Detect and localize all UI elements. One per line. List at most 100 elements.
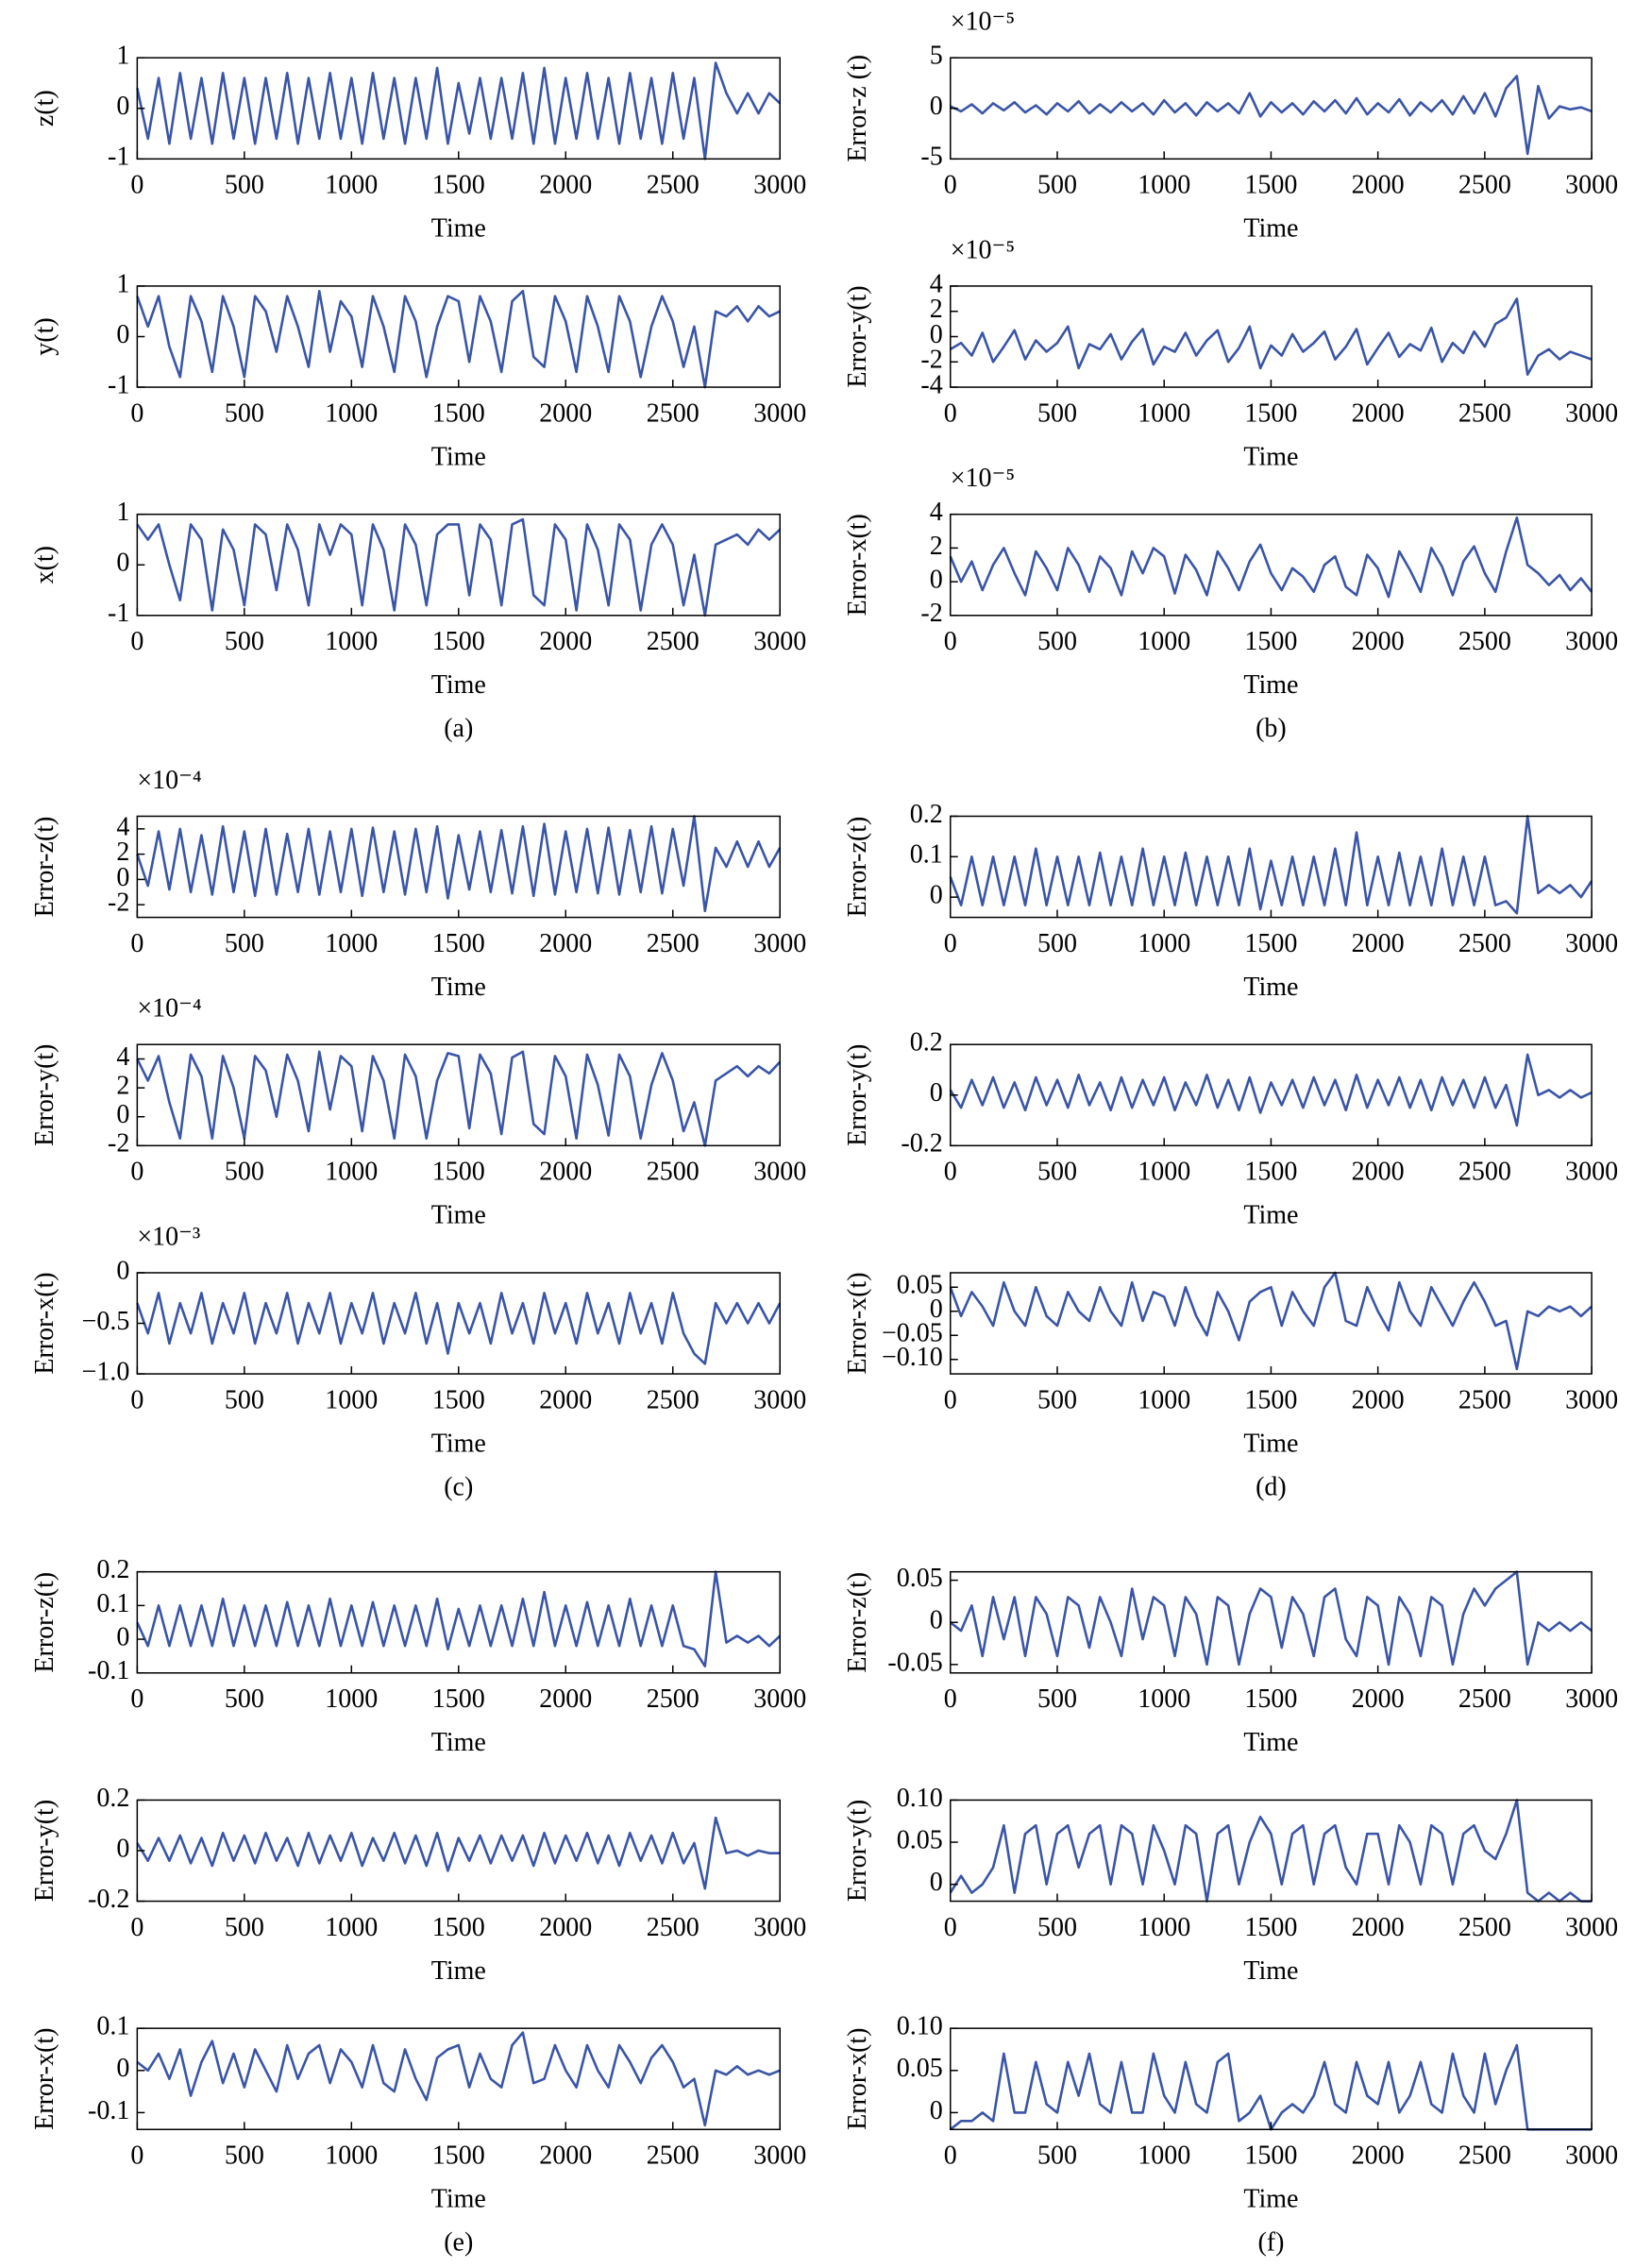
x-tick-label: 3000 (753, 1385, 806, 1414)
x-tick-label: 0 (130, 1684, 143, 1714)
x-tick-label: 1500 (432, 171, 485, 200)
x-tick-label: 3000 (1565, 2141, 1618, 2171)
y-axis-label: Error-z(t) (843, 817, 872, 918)
x-tick-label: 1500 (1244, 627, 1297, 656)
x-tick-label: 500 (1037, 929, 1077, 958)
x-tick-label: 2000 (1352, 1913, 1405, 1942)
y-axis-label: Error-x(t) (843, 514, 872, 616)
x-tick-label: 0 (944, 929, 957, 958)
x-tick-label: 2500 (647, 627, 700, 656)
x-tick-label: 1000 (325, 1158, 378, 1187)
y-tick-label: -0.1 (88, 1656, 129, 1685)
y-tick-label: 0 (930, 1078, 943, 1108)
x-tick-label: 2000 (539, 398, 592, 428)
x-tick-label: 0 (944, 1158, 957, 1187)
x-tick-label: 3000 (753, 1684, 806, 1714)
data-line (949, 516, 1593, 599)
x-tick-label: 0 (130, 627, 143, 656)
panel-caption: (c) (444, 1472, 473, 1501)
y-axis-label: Error-x(t) (30, 2028, 59, 2130)
axis-exponent: ×10⁻⁵ (951, 464, 1015, 493)
x-tick-label: 2000 (539, 171, 592, 200)
x-axis-label: Time (1243, 442, 1298, 471)
axes-frame (136, 1272, 781, 1375)
y-tick-label: -4 (920, 370, 942, 399)
data-line (949, 815, 1593, 915)
axes-frame (136, 1570, 781, 1674)
x-tick-label: 2500 (1458, 1158, 1511, 1187)
x-tick-label: 2000 (1352, 398, 1405, 428)
x-tick-label: 1500 (432, 398, 485, 428)
axes-frame (950, 2027, 1593, 2131)
x-tick-label: 2000 (539, 1913, 592, 1942)
x-tick-label: 500 (225, 171, 264, 200)
x-tick-label: 2500 (1458, 1684, 1511, 1714)
x-tick-label: 2500 (647, 1158, 700, 1187)
y-tick-label: 1 (116, 498, 129, 527)
x-tick-label: 1500 (432, 929, 485, 958)
x-tick-label: 2500 (1458, 398, 1511, 428)
y-tick-label: 0.2 (96, 1555, 129, 1584)
x-tick-label: 2000 (1352, 1385, 1405, 1414)
panel-caption: (d) (1256, 1472, 1287, 1501)
data-line (949, 1271, 1593, 1371)
y-tick-label: 0 (116, 1100, 129, 1129)
data-line (136, 61, 782, 161)
x-tick-label: 500 (1037, 1913, 1077, 1942)
axes-frame (136, 57, 781, 161)
x-tick-label: 2000 (1352, 627, 1405, 656)
x-tick-label: 500 (225, 929, 264, 958)
y-axis-label: Error-z(t) (30, 1572, 59, 1673)
x-tick-label: 1000 (325, 171, 378, 200)
x-tick-label: 3000 (1565, 1158, 1618, 1187)
x-tick-label: 1500 (432, 2141, 485, 2171)
x-tick-label: 1000 (1138, 1684, 1190, 1714)
y-axis-label: Error-x(t) (30, 1272, 59, 1374)
y-tick-label: 0 (930, 881, 943, 910)
x-tick-label: 1000 (1138, 627, 1190, 656)
y-tick-label: 0.2 (96, 1784, 129, 1813)
x-tick-label: 3000 (1565, 1684, 1618, 1714)
x-tick-label: 500 (1037, 398, 1077, 428)
x-tick-label: 3000 (753, 171, 806, 200)
panel-caption: (f) (1257, 2228, 1284, 2258)
x-tick-label: 0 (130, 398, 143, 428)
x-tick-label: 1000 (1138, 1158, 1190, 1187)
x-tick-label: 0 (944, 627, 957, 656)
y-tick-label: 2 (930, 532, 943, 561)
y-tick-label: 0.1 (910, 840, 943, 870)
y-tick-label: 0.1 (96, 2012, 129, 2041)
y-tick-label: 0 (930, 1295, 943, 1324)
x-tick-label: 2500 (1458, 171, 1511, 200)
x-axis-label: Time (431, 214, 486, 244)
x-tick-label: 500 (225, 1913, 264, 1942)
x-tick-label: 1000 (1138, 1385, 1190, 1414)
y-tick-label: 2 (930, 295, 943, 324)
axes-frame (136, 2027, 781, 2131)
x-axis-label: Time (431, 1728, 486, 1757)
y-tick-label: 0.2 (910, 1028, 943, 1058)
x-tick-label: 500 (225, 398, 264, 428)
x-tick-label: 1000 (325, 1684, 378, 1714)
x-tick-label: 1000 (325, 929, 378, 958)
x-tick-label: 0 (130, 1913, 143, 1942)
x-tick-label: 3000 (1565, 1913, 1618, 1942)
x-tick-label: 1500 (432, 1385, 485, 1414)
y-tick-label: 0 (116, 1256, 129, 1285)
x-tick-label: 1500 (1244, 1385, 1297, 1414)
y-tick-label: 0.05 (897, 1825, 943, 1854)
x-tick-label: 2000 (539, 2141, 592, 2171)
x-tick-label: 1500 (1244, 398, 1297, 428)
y-tick-label: 0.10 (897, 2012, 943, 2041)
axis-exponent: ×10⁻⁴ (137, 994, 201, 1024)
y-tick-label: −0.05 (882, 1319, 943, 1348)
y-tick-label: −1.0 (82, 1357, 130, 1386)
x-tick-label: 2500 (647, 1385, 700, 1414)
x-tick-label: 1500 (1244, 929, 1297, 958)
x-tick-label: 500 (225, 1684, 264, 1714)
y-axis-label: x(t) (30, 546, 59, 584)
x-tick-label: 3000 (753, 1158, 806, 1187)
x-tick-label: 0 (944, 1913, 957, 1942)
x-tick-label: 500 (1037, 1385, 1077, 1414)
x-axis-label: Time (1243, 973, 1298, 1002)
